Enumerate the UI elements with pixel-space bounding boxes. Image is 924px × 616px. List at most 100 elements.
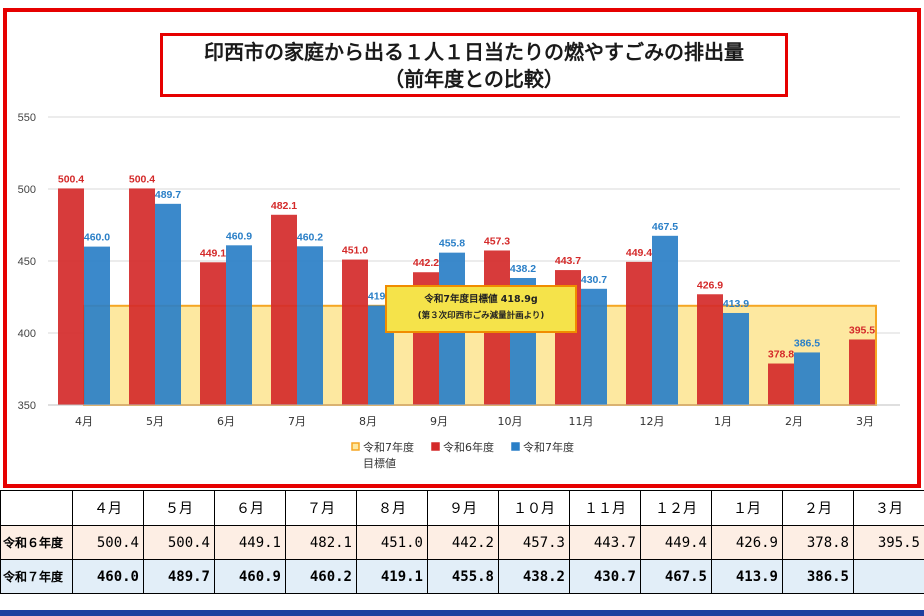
legend-label: 令和6年度	[443, 440, 494, 454]
x-tick-label: 2月	[785, 415, 803, 428]
value-cell: 430.7	[569, 559, 641, 594]
month-header-cell: １月	[711, 490, 783, 526]
data-label: 438.2	[510, 263, 536, 275]
bar	[200, 262, 226, 405]
value-cell: 378.8	[782, 525, 854, 560]
month-header-cell: ４月	[72, 490, 144, 526]
bar	[697, 294, 723, 405]
bar	[271, 214, 297, 405]
x-tick-label: 10月	[498, 415, 523, 428]
data-label: 413.9	[723, 298, 749, 310]
legend-swatch	[431, 442, 440, 451]
data-label: 449.1	[200, 247, 226, 259]
month-header-cell: ２月	[782, 490, 854, 526]
table-row: 令和６年度 500.4 500.4 449.1 482.1 451.0 442.2 457.…	[0, 525, 924, 560]
axis-layer: 350 400 450 500 550 4月 5月 6月 7月 8月 9月 10月 11月 12月 1月 2月…	[18, 112, 900, 428]
data-label: 378.8	[768, 349, 794, 361]
y-tick-label: 550	[18, 112, 36, 124]
legend-swatch	[351, 442, 360, 451]
value-cell: 443.7	[569, 525, 641, 560]
x-tick-label: 9月	[430, 415, 448, 428]
value-cell: 451.0	[356, 525, 428, 560]
data-label: 442.2	[413, 257, 439, 269]
bar	[297, 246, 323, 405]
value-cell: 449.4	[640, 525, 712, 560]
annotation-line2: (第３次印西市ごみ減量計画より)	[418, 310, 545, 321]
value-cell: 442.2	[427, 525, 499, 560]
x-tick-label: 3月	[856, 415, 874, 428]
bar-layer	[58, 188, 875, 405]
bar	[652, 235, 678, 405]
value-cell: 419.1	[356, 559, 428, 594]
y-tick-label: 400	[18, 328, 36, 340]
month-header-cell: ６月	[214, 490, 286, 526]
bar	[626, 261, 652, 405]
value-cell: 395.5	[853, 525, 924, 560]
month-header-cell: ３月	[853, 490, 924, 526]
data-label: 455.8	[439, 238, 465, 250]
data-label: 460.2	[297, 231, 323, 243]
x-tick-label: 4月	[75, 415, 93, 428]
legend-layer: 令和7年度目標値 令和6年度 令和7年度	[351, 440, 574, 470]
data-label: 386.5	[794, 337, 820, 349]
bar	[155, 203, 181, 405]
chart-title-box: 印西市の家庭から出る１人１日当たりの燃やすごみの排出量 （前年度との比較）	[160, 33, 788, 97]
value-cell: 460.2	[285, 559, 357, 594]
bar	[581, 288, 607, 405]
bar	[129, 188, 155, 405]
y-tick-label: 500	[18, 184, 36, 196]
annotation-line1: 令和7年度目標値 418.9g	[423, 293, 537, 305]
data-label: 460.0	[84, 232, 110, 244]
value-cell: 460.0	[72, 559, 144, 594]
bar	[768, 363, 794, 405]
data-label: 457.3	[484, 235, 510, 247]
value-cell: 500.4	[72, 525, 144, 560]
value-cell: 386.5	[782, 559, 854, 594]
bar	[849, 339, 875, 405]
value-cell: 482.1	[285, 525, 357, 560]
data-label: 426.9	[697, 279, 723, 291]
bottom-border	[0, 610, 924, 616]
bar	[226, 245, 252, 405]
bar-chart: 500.4 500.4 449.1 482.1 451.0 442.2 457.3 443.7…	[18, 112, 900, 470]
value-cell: 457.3	[498, 525, 570, 560]
month-header-cell: １２月	[640, 490, 712, 526]
month-header-cell: １１月	[569, 490, 641, 526]
y-tick-label: 350	[18, 400, 36, 412]
data-label: 500.4	[58, 173, 84, 185]
x-tick-label: 5月	[146, 415, 164, 428]
data-label: 467.5	[652, 221, 678, 233]
legend-swatch	[511, 442, 520, 451]
x-tick-label: 7月	[288, 415, 306, 428]
x-tick-label: 8月	[359, 415, 377, 428]
month-header-cell: ９月	[427, 490, 499, 526]
value-cell: 489.7	[143, 559, 215, 594]
data-label: 460.9	[226, 230, 252, 242]
value-cell: 438.2	[498, 559, 570, 594]
data-label: 443.7	[555, 255, 581, 267]
legend-label: 令和7年度	[523, 440, 574, 454]
x-tick-label: 11月	[569, 415, 594, 428]
data-label: 395.5	[849, 324, 875, 336]
row-label: 令和６年度	[0, 525, 73, 560]
table-header-row: ４月 ５月 ６月 ７月 ８月 ９月 １０月 １１月 １２月 １月 ２月 ３月	[0, 490, 924, 526]
bar	[723, 312, 749, 405]
y-tick-label: 450	[18, 256, 36, 268]
data-label: 449.4	[626, 247, 652, 259]
annotation-layer: 令和7年度目標値 418.9g (第３次印西市ごみ減量計画より)	[385, 285, 577, 333]
x-tick-label: 1月	[714, 415, 732, 428]
annotation-box	[385, 285, 577, 333]
bar	[58, 188, 84, 405]
data-label: 500.4	[129, 173, 155, 185]
x-tick-label: 6月	[217, 415, 235, 428]
value-cell: 500.4	[143, 525, 215, 560]
bar	[342, 259, 368, 405]
data-label: 489.7	[155, 189, 181, 201]
x-tick-label: 12月	[640, 415, 665, 428]
legend-label: 令和7年度	[363, 440, 414, 454]
chart-subtitle: （前年度との比較）	[384, 67, 564, 91]
value-cell: 426.9	[711, 525, 783, 560]
table-corner-cell	[0, 490, 73, 526]
value-cell: 455.8	[427, 559, 499, 594]
legend-label-cont: 目標値	[363, 456, 396, 470]
